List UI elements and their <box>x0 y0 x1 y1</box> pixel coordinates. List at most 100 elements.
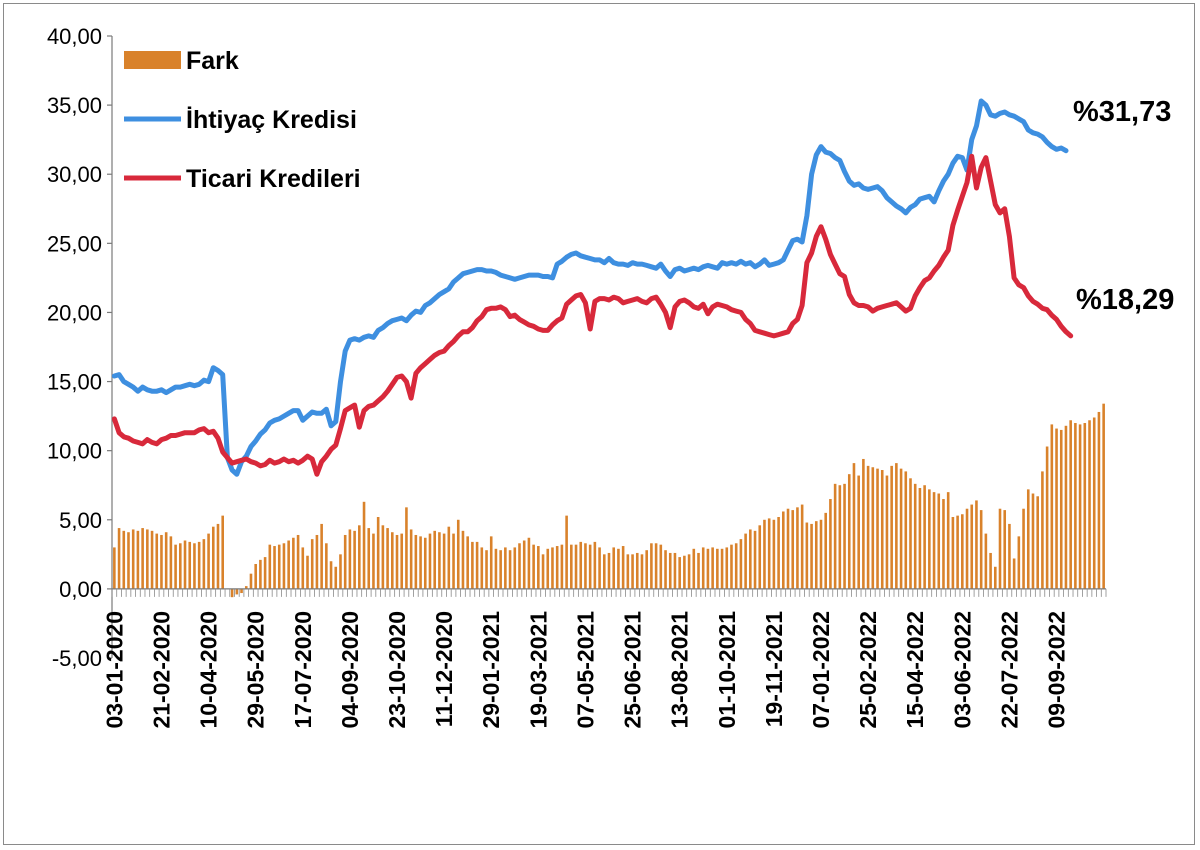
fark-bar <box>598 547 601 589</box>
fark-bar <box>522 540 526 589</box>
y-axis: 40,00 35,00 30,00 25,00 20,00 15,00 10,00 5,00 0… <box>47 24 113 671</box>
fark-bar <box>485 550 488 589</box>
x-tick-label: 13-08-2021 <box>667 611 693 729</box>
fark-bar <box>923 485 926 589</box>
fark-bar <box>1003 510 1007 589</box>
fark-bar <box>513 547 517 589</box>
fark-bar <box>588 544 592 589</box>
fark-bar <box>532 544 535 589</box>
annotations: %31,73 %18,29 <box>1073 96 1174 316</box>
fark-bar <box>466 536 469 589</box>
y-tick-label: 30,00 <box>47 162 102 187</box>
fark-bars <box>113 403 1105 598</box>
fark-bar <box>1069 420 1072 589</box>
fark-bar <box>461 530 465 589</box>
fark-bar <box>113 547 116 589</box>
fark-bar <box>890 465 893 589</box>
y-tick-label: 0,00 <box>59 577 102 602</box>
fark-bar <box>602 554 606 589</box>
fark-bar <box>687 554 691 589</box>
fark-bar <box>758 525 762 589</box>
fark-bar <box>179 543 182 589</box>
fark-bar <box>1008 523 1011 589</box>
fark-bar <box>871 467 875 589</box>
fark-bar <box>777 517 780 589</box>
fark-bar <box>315 534 319 589</box>
fark-bar <box>932 492 936 589</box>
fark-bar <box>650 543 653 589</box>
fark-bar <box>645 550 648 589</box>
series-line <box>111 98 1069 477</box>
fark-bar <box>989 552 992 589</box>
fark-bar <box>259 559 262 589</box>
fark-bar <box>494 548 498 589</box>
series-line <box>111 153 1074 477</box>
legend-swatch <box>124 51 181 69</box>
fark-bar <box>749 529 752 589</box>
fark-bar <box>202 539 206 589</box>
fark-bar <box>1036 496 1039 589</box>
fark-bar <box>339 554 342 589</box>
fark-bar <box>334 566 338 589</box>
fark-bar <box>838 485 842 589</box>
fark-bar <box>211 526 215 589</box>
fark-bar <box>885 475 889 589</box>
fark-bar <box>456 519 460 589</box>
fark-bar <box>244 586 248 589</box>
end-value-annotation: %18,29 <box>1076 284 1174 316</box>
x-tick-label: 19-11-2021 <box>761 611 787 728</box>
x-tick-label: 25-02-2022 <box>855 611 881 729</box>
fark-bar <box>833 483 837 589</box>
fark-bar <box>230 588 234 598</box>
fark-bar <box>1012 558 1016 589</box>
fark-bar <box>537 546 540 589</box>
fark-bar <box>197 541 201 589</box>
fark-bar <box>235 588 239 595</box>
series-lines <box>111 98 1074 477</box>
fark-bar <box>438 532 441 589</box>
legend-label: Fark <box>186 47 239 75</box>
fark-bar <box>909 478 912 589</box>
fark-bar <box>240 588 243 594</box>
fark-bar <box>937 493 941 589</box>
fark-bar <box>612 547 616 589</box>
fark-bar <box>489 536 493 589</box>
fark-bar <box>805 522 809 589</box>
fark-bar <box>381 525 385 589</box>
fark-bar <box>146 529 149 589</box>
fark-bar <box>1064 425 1068 589</box>
x-tick-label: 01-10-2021 <box>714 611 740 729</box>
fark-bar <box>423 537 427 589</box>
fark-bar <box>994 566 997 589</box>
x-tick-label: 09-09-2022 <box>1044 611 1070 729</box>
fark-bar <box>127 532 130 589</box>
fark-bar <box>1088 420 1091 589</box>
fark-bar <box>376 517 380 589</box>
x-tick-label: 10-04-2020 <box>196 611 222 729</box>
x-tick-label: 15-04-2022 <box>902 611 928 729</box>
fark-bar <box>504 547 507 589</box>
fark-bar <box>1097 411 1101 589</box>
fark-bar <box>499 550 502 589</box>
fark-bar <box>391 532 394 589</box>
fark-bar <box>546 548 550 589</box>
fark-bar <box>711 547 714 589</box>
fark-bar <box>249 573 253 589</box>
fark-bar <box>386 528 389 589</box>
fark-bar <box>635 552 639 589</box>
fark-bar <box>791 510 795 589</box>
fark-bar <box>169 536 173 589</box>
fark-bar <box>1092 417 1096 589</box>
fark-bar <box>753 530 757 589</box>
fark-bar <box>767 518 771 589</box>
fark-bar <box>810 523 813 589</box>
x-tick-label: 07-01-2022 <box>808 611 834 729</box>
fark-bar <box>216 523 220 589</box>
fark-bar <box>730 544 733 589</box>
fark-bar <box>419 536 422 589</box>
fark-bar <box>1022 508 1025 589</box>
x-tick-label: 22-07-2022 <box>996 611 1022 729</box>
fark-bar <box>720 548 724 589</box>
fark-bar <box>857 475 860 589</box>
fark-bar <box>358 525 361 589</box>
